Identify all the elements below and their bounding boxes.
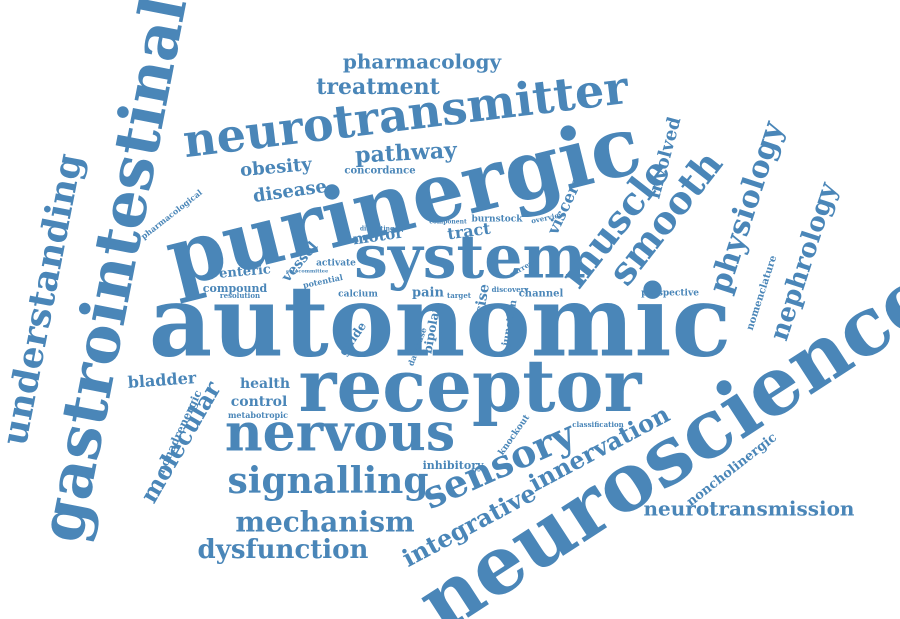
cloud-word-enteric: enteric [219, 262, 272, 281]
cloud-word-calcium: calcium [338, 290, 378, 300]
cloud-word-signalling: signalling [228, 460, 429, 502]
cloud-word-neurotransmission: neurotransmission [644, 497, 855, 521]
cloud-word-control: control [231, 394, 288, 410]
cloud-word-system: system [354, 223, 586, 293]
cloud-word-pharmacology: pharmacology [343, 50, 503, 74]
cloud-word-treatment: treatment [316, 74, 440, 100]
cloud-word-pathway: pathway [354, 137, 458, 168]
cloud-word-channel: channel [519, 289, 564, 300]
cloud-word-mechanism: mechanism [235, 506, 414, 539]
cloud-word-autocommittee: autocommittee [286, 269, 328, 275]
cloud-word-dissecting: dissecting [360, 226, 395, 233]
cloud-word-concordance: concordance [344, 166, 415, 177]
cloud-word-burnstock: burnstock [471, 215, 523, 225]
cloud-word-discovery: discovery [492, 285, 530, 294]
cloud-word-receptor: receptor [299, 343, 643, 428]
cloud-word-physiology: physiology [702, 116, 791, 298]
cloud-word-activate: activate [316, 259, 356, 269]
cloud-word-pain: pain [412, 286, 444, 301]
cloud-word-metabotropic: metabotropic [228, 410, 288, 420]
cloud-word-autonomic: autonomic [149, 264, 732, 379]
cloud-word-inhibitory: inhibitory [423, 459, 484, 472]
cloud-word-nervous: nervous [225, 403, 455, 464]
cloud-word-health: health [240, 376, 290, 392]
cloud-word-resolution: resolution [220, 291, 260, 300]
cloud-word-target: target [447, 291, 472, 300]
cloud-word-perspective: perspective [641, 289, 699, 299]
cloud-word-classification: classification [572, 420, 624, 429]
cloud-word-dysfunction: dysfunction [198, 535, 369, 565]
cloud-word-component: component [429, 219, 467, 226]
cloud-word-bladder: bladder [127, 368, 197, 392]
cloud-word-compound: compound [203, 282, 268, 295]
